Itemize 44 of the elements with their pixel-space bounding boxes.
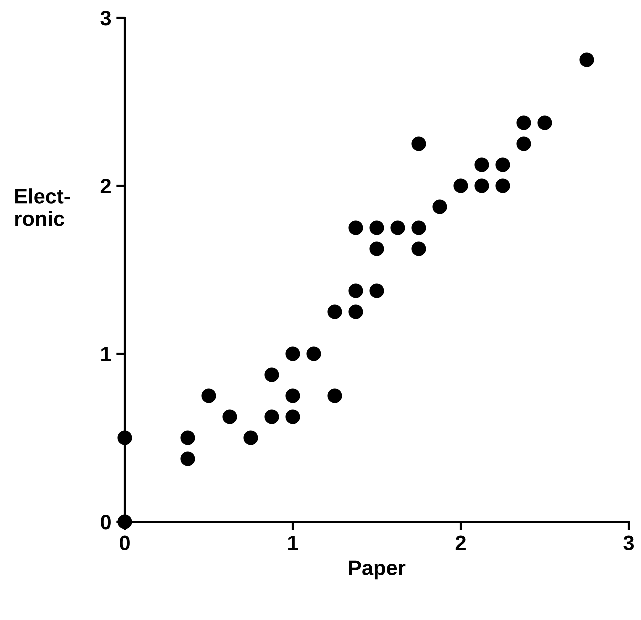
point (496, 158, 510, 172)
point (202, 388, 216, 404)
point (412, 136, 426, 152)
point (286, 388, 300, 404)
point (306, 346, 322, 362)
y-tick-label: 1 (102, 347, 112, 362)
point (412, 242, 426, 256)
point (496, 178, 510, 194)
point (370, 220, 384, 236)
point (390, 220, 406, 236)
x-tick-label: 3 (624, 536, 634, 551)
point (286, 346, 300, 362)
point (348, 220, 364, 236)
y-tick-label: 0 (101, 515, 111, 530)
x-axis-title: Paper (349, 560, 406, 580)
y-tick-label: 2 (100, 179, 111, 194)
point (348, 304, 364, 320)
point (348, 284, 364, 298)
point (538, 116, 552, 130)
point (328, 304, 342, 320)
point (264, 368, 280, 382)
point (516, 136, 532, 152)
point (222, 410, 238, 424)
point (474, 158, 490, 172)
x-tick-label: 2 (456, 536, 466, 550)
y-tick-label: 3 (100, 11, 112, 26)
x-tick-label: 1 (288, 536, 298, 550)
point (454, 178, 468, 194)
point (264, 410, 280, 424)
point (516, 116, 532, 130)
point (118, 430, 132, 446)
point (432, 200, 448, 214)
point (370, 284, 384, 298)
point (244, 430, 258, 446)
point (370, 242, 384, 256)
point (286, 410, 300, 424)
point (474, 178, 490, 194)
x-tick-label: 0 (120, 536, 130, 550)
point (180, 430, 196, 446)
point (580, 52, 594, 68)
y-axis-title: Elect- ronic (15, 188, 70, 226)
point (328, 388, 342, 404)
point (412, 220, 426, 236)
point (180, 452, 196, 466)
